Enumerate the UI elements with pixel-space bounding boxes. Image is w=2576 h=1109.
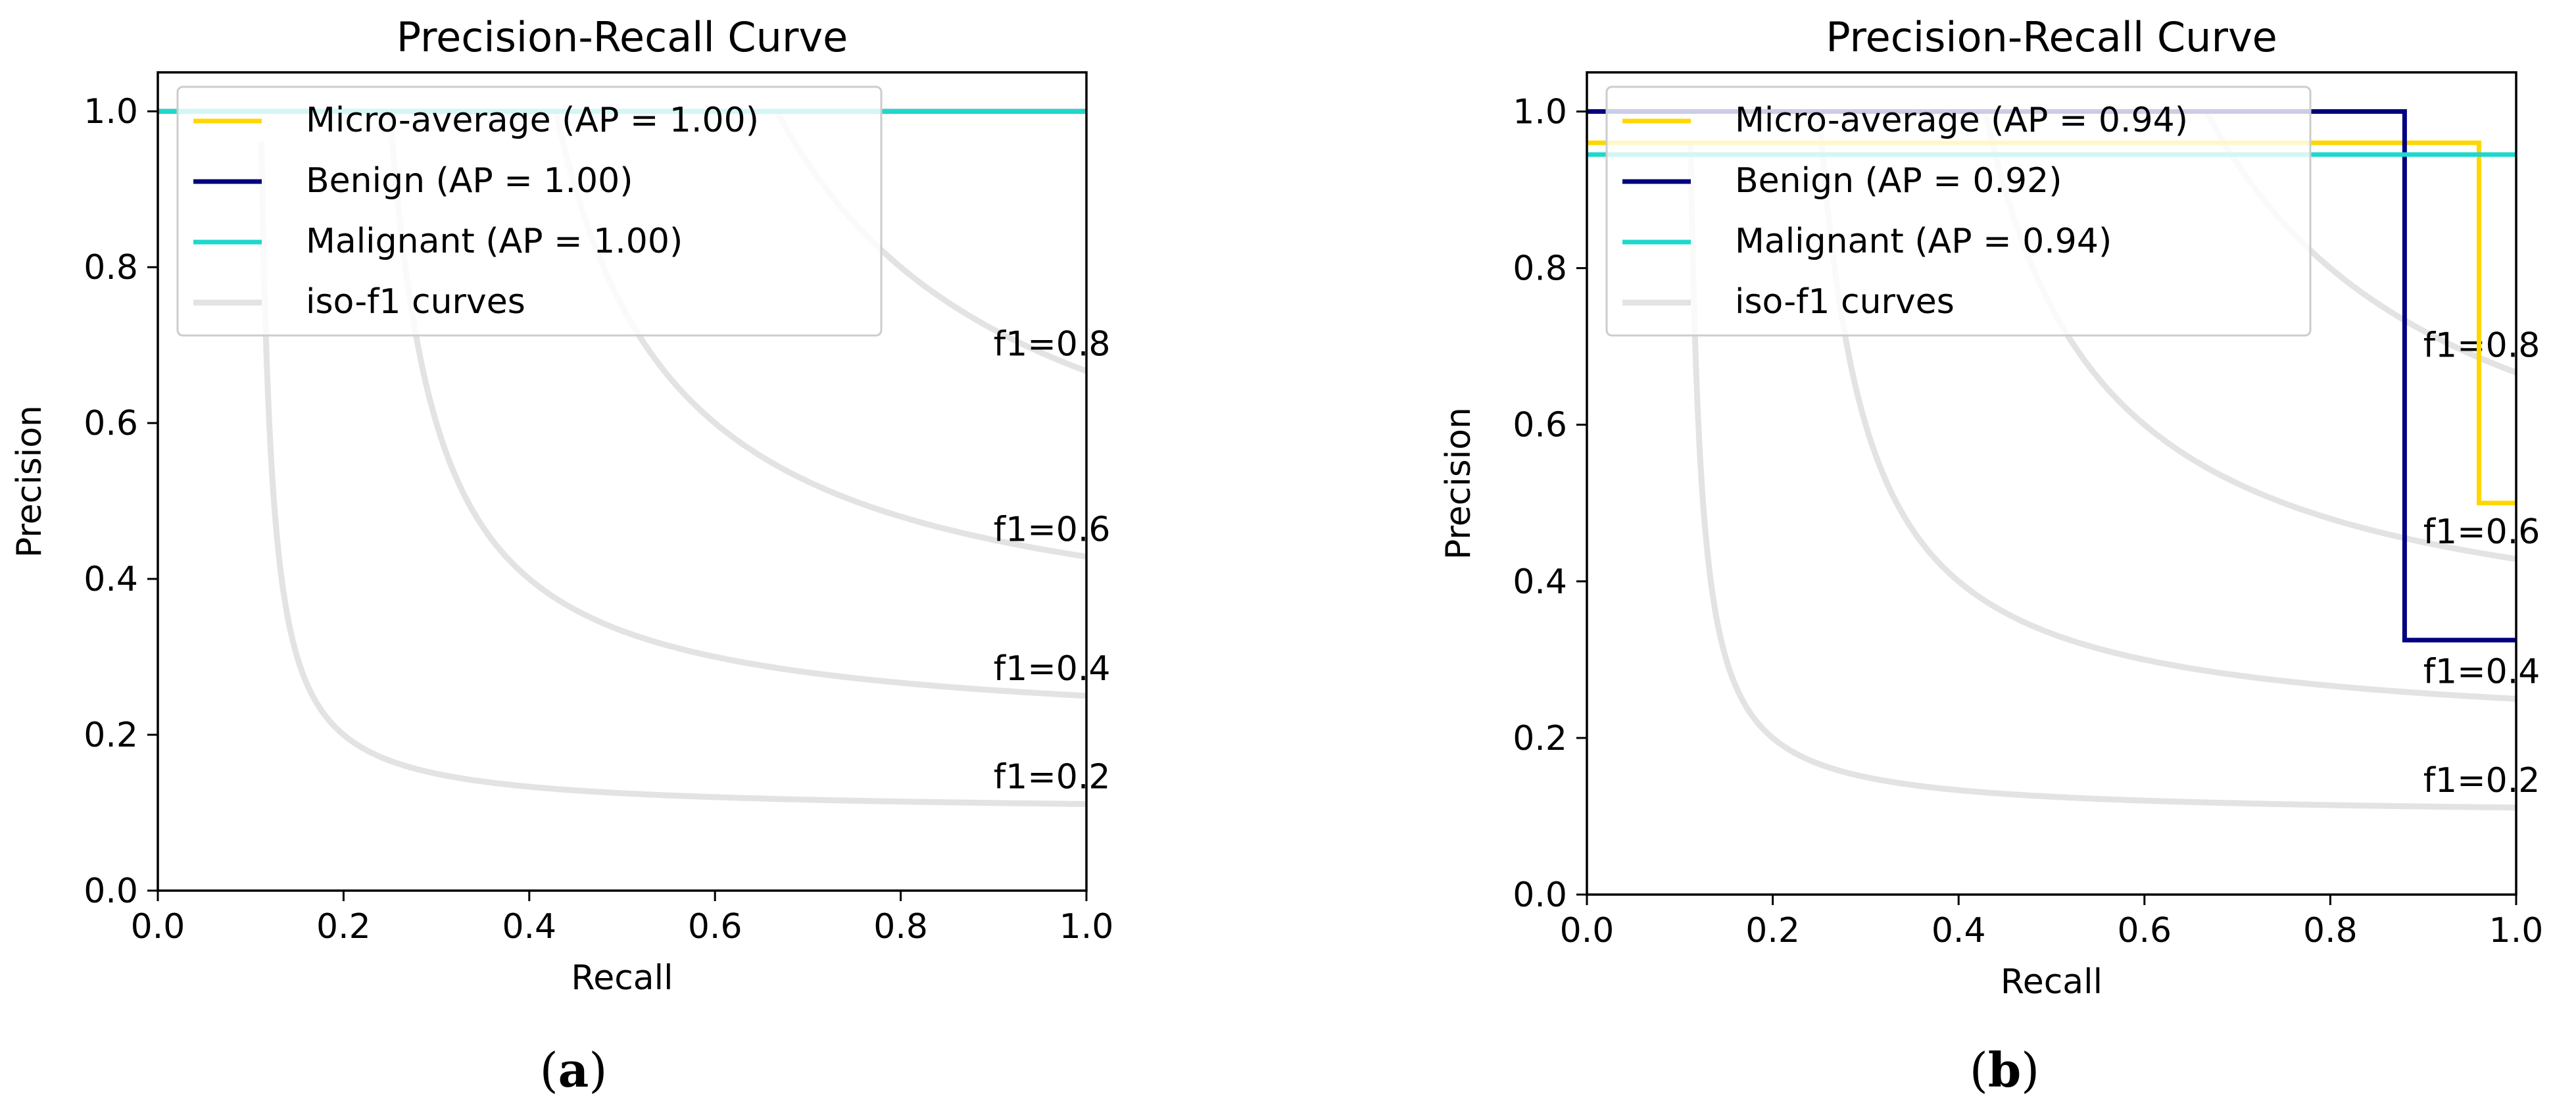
x-tick-label: 1.0 [2489, 911, 2544, 950]
y-tick-label: 1.0 [84, 92, 138, 132]
legend: Micro-average (AP = 0.94) Benign (AP = 0.… [1605, 86, 2312, 337]
x-tick-label: 0.6 [2117, 911, 2172, 950]
iso-f1-label: f1=0.8 [994, 324, 1111, 364]
legend-label: Micro-average (AP = 1.00) [306, 101, 759, 140]
x-tick-label: 0.4 [502, 907, 556, 947]
chart-title: Precision-Recall Curve [397, 13, 848, 61]
iso-f1-label: f1=0.4 [2423, 653, 2540, 692]
legend-label: Malignant (AP = 0.94) [1735, 222, 2112, 261]
x-tick-label: 0.8 [2303, 911, 2358, 950]
x-tick-label: 0.2 [316, 907, 371, 947]
iso-f1-label: f1=0.2 [2423, 761, 2540, 801]
legend-label: Malignant (AP = 1.00) [306, 222, 683, 261]
y-tick-label: 0.8 [1513, 249, 1567, 289]
x-tick-label: 0.2 [1745, 911, 1800, 950]
x-axis-label: Recall [571, 958, 673, 998]
legend-box [176, 86, 883, 337]
y-tick-label: 1.0 [1513, 93, 1567, 132]
y-tick-label: 0.2 [84, 716, 138, 755]
x-axis-label: Recall [2001, 962, 2102, 1002]
legend-label: iso-f1 curves [1735, 282, 1955, 322]
caption-open: ( [1970, 1043, 1988, 1098]
x-tick-label: 0.0 [131, 907, 185, 947]
iso-f1-label: f1=0.8 [2423, 326, 2540, 366]
y-tick-label: 0.6 [84, 404, 138, 443]
axes-frame [157, 71, 1088, 892]
y-axis-label: Precision [1439, 407, 1478, 560]
y-tick-label: 0.2 [1513, 719, 1567, 758]
y-tick-label: 0.8 [84, 248, 138, 287]
legend-label: iso-f1 curves [306, 282, 525, 322]
legend-label: Benign (AP = 1.00) [306, 161, 633, 201]
x-tick-label: 0.4 [1932, 911, 1986, 950]
y-axis-label: Precision [10, 405, 49, 558]
iso-f1-curve [258, 141, 1086, 807]
x-tick-label: 0.0 [1560, 911, 1615, 950]
legend-box [1605, 86, 2312, 337]
y-tick-label: 0.4 [1513, 562, 1567, 602]
panel-caption: (a) [540, 1042, 608, 1098]
iso-f1-label: f1=0.4 [994, 649, 1111, 689]
iso-f1-curve [1688, 141, 2516, 811]
y-tick-label: 0.4 [84, 560, 138, 599]
x-tick-label: 1.0 [1059, 907, 1114, 947]
y-tick-label: 0.0 [84, 872, 138, 911]
legend: Micro-average (AP = 1.00) Benign (AP = 1.… [176, 86, 883, 337]
iso-f1-curve [1816, 118, 2516, 702]
chart-panel-b: f1=0.2 f1=0.4 f1=0.6 f1=0.8 0.0 0.2 0.4 0.6 0.8 1… [1439, 13, 2543, 1098]
axes-frame [1586, 71, 2517, 896]
iso-f1-curve [387, 116, 1086, 699]
iso-f1-label: f1=0.6 [994, 510, 1111, 550]
y-tick-label: 0.0 [1513, 875, 1567, 915]
caption-letter: b [1988, 1042, 2021, 1098]
caption-close: ) [2021, 1043, 2039, 1098]
iso-f1-label: f1=0.6 [2423, 512, 2540, 552]
x-tick-label: 0.8 [873, 907, 928, 947]
y-tick-label: 0.6 [1513, 406, 1567, 445]
panel-caption: (b) [1970, 1042, 2040, 1098]
legend-label: Micro-average (AP = 0.94) [1735, 101, 2188, 140]
x-tick-label: 0.6 [688, 907, 742, 947]
caption-letter: a [558, 1042, 589, 1098]
caption-close: ) [589, 1043, 607, 1098]
chart-panel-a: f1=0.2 f1=0.4 f1=0.6 f1=0.8 0.0 0.2 0.4 0.6 0.8 1… [10, 13, 1113, 1098]
chart-title: Precision-Recall Curve [1826, 13, 2277, 61]
legend-label: Benign (AP = 0.92) [1735, 161, 2062, 201]
caption-open: ( [540, 1043, 558, 1098]
iso-f1-label: f1=0.2 [994, 758, 1111, 797]
